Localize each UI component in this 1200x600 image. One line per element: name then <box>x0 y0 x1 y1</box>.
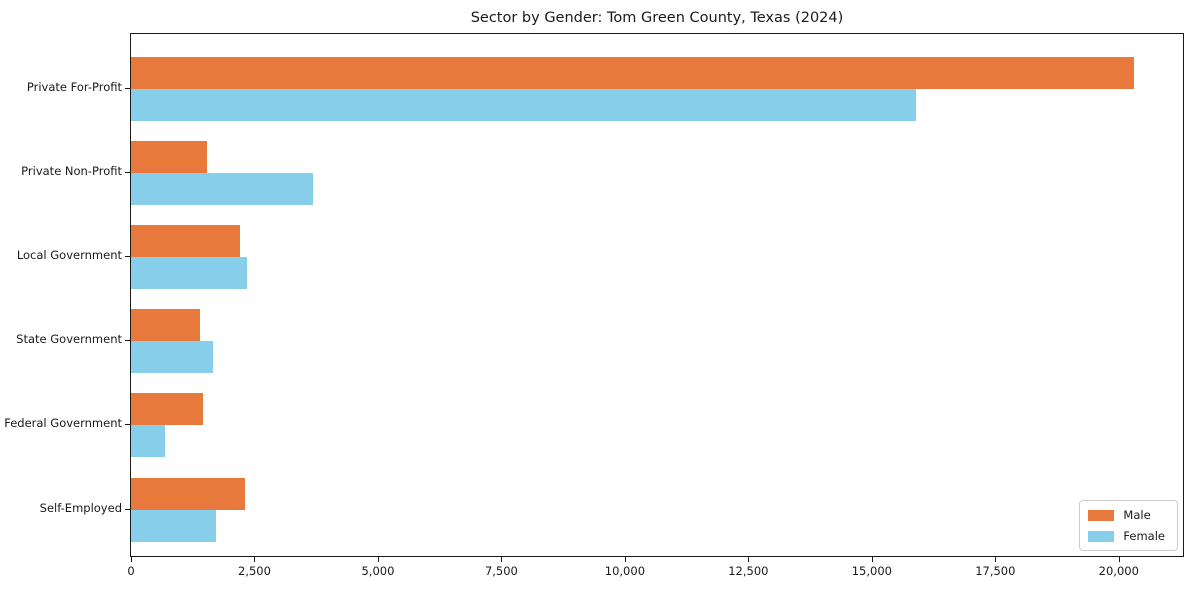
x-tick-mark <box>1118 557 1120 562</box>
bar-female-state-government <box>131 341 213 374</box>
bar-male-self-employed <box>131 477 245 510</box>
legend-label-male: Male <box>1123 508 1151 522</box>
chart-title: Sector by Gender: Tom Green County, Texa… <box>470 10 844 26</box>
bar-female-self-employed <box>131 509 216 542</box>
x-tick-label-0: 0 <box>127 564 135 578</box>
bar-male-private-for-profit <box>131 56 1134 89</box>
x-tick-label-2-500: 2,500 <box>238 564 271 578</box>
x-tick-label-20-000: 20,000 <box>1098 564 1139 578</box>
bar-female-private-non-profit <box>131 172 313 205</box>
x-tick-mark <box>254 557 256 562</box>
x-tick-mark <box>377 557 379 562</box>
x-tick-label-7-500: 7,500 <box>484 564 518 578</box>
x-tick-label-12-500: 12,500 <box>728 564 769 578</box>
bar-male-state-government <box>131 309 201 342</box>
plot-area: Male Female <box>130 33 1184 557</box>
bar-female-federal-government <box>131 425 166 458</box>
legend-swatch-female <box>1088 530 1115 542</box>
legend-swatch-male <box>1088 509 1115 521</box>
x-tick-mark <box>624 557 626 562</box>
x-tick-mark <box>871 557 873 562</box>
y-axis-label-private-for-profit: Private For-Profit <box>26 79 122 94</box>
x-tick-mark <box>748 557 750 562</box>
bar-female-private-for-profit <box>131 88 917 121</box>
legend: Male Female <box>1079 500 1178 551</box>
y-axis-label-federal-government: Federal Government <box>4 416 122 431</box>
x-tick-label-17-500: 17,500 <box>975 564 1016 578</box>
bar-male-private-non-profit <box>131 140 208 173</box>
x-tick-label-5-000: 5,000 <box>361 564 395 578</box>
x-tick-mark <box>995 557 997 562</box>
y-axis-label-local-government: Local Government <box>16 247 122 262</box>
y-axis-label-self-employed: Self-Employed <box>39 500 122 515</box>
legend-item-male: Male <box>1088 508 1165 522</box>
bar-male-federal-government <box>131 393 204 426</box>
bar-male-local-government <box>131 224 240 257</box>
y-axis-label-private-non-profit: Private Non-Profit <box>21 163 122 178</box>
bar-female-local-government <box>131 256 248 289</box>
x-tick-label-15-000: 15,000 <box>851 564 892 578</box>
x-tick-mark <box>501 557 503 562</box>
legend-item-female: Female <box>1088 529 1165 543</box>
legend-label-female: Female <box>1123 529 1165 543</box>
x-tick-mark <box>131 557 132 562</box>
y-axis-label-state-government: State Government <box>16 332 122 347</box>
x-tick-label-10-000: 10,000 <box>604 564 646 578</box>
